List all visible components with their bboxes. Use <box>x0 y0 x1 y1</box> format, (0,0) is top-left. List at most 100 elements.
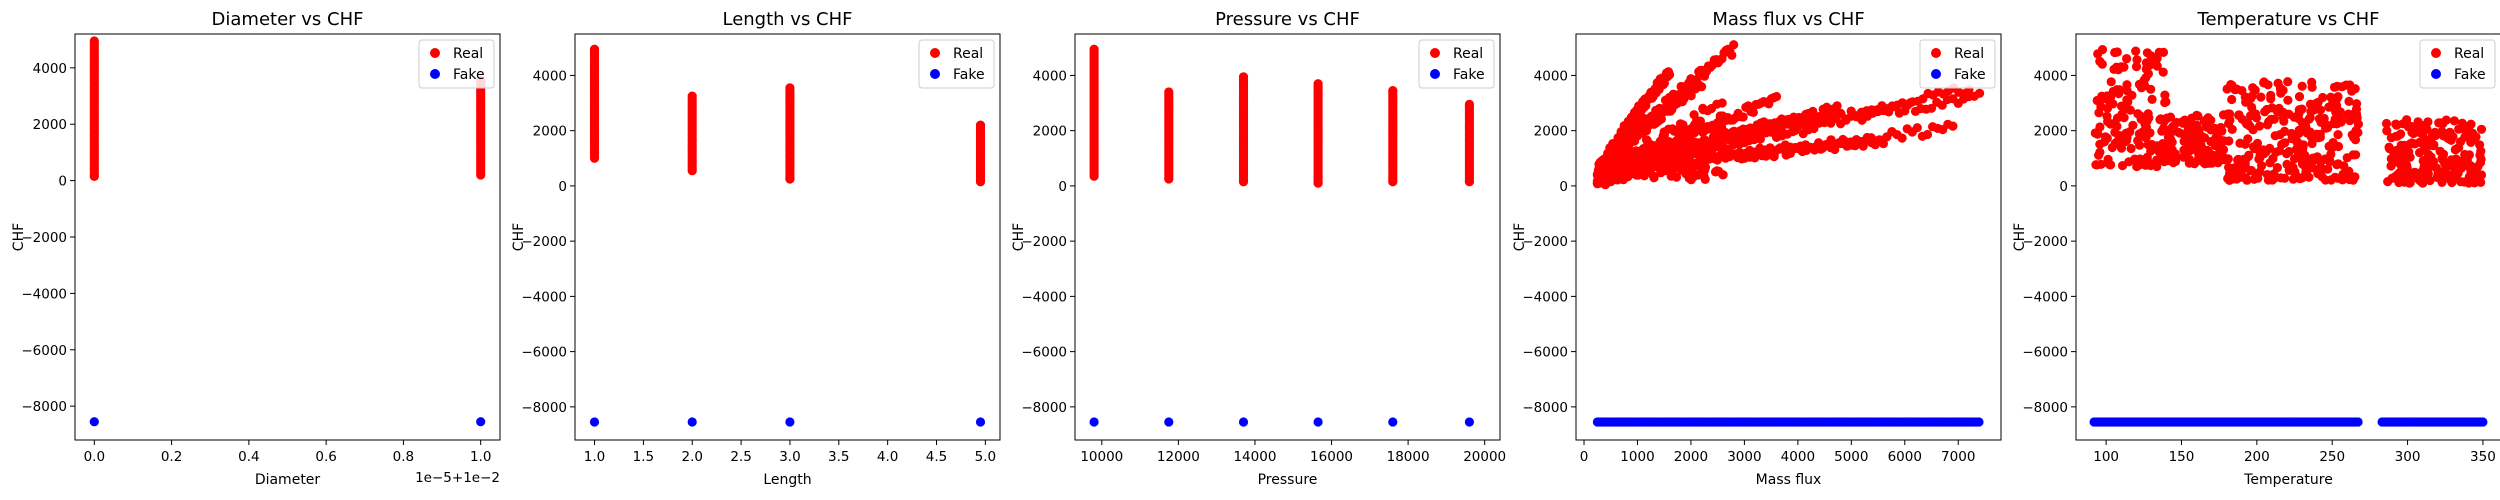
data-point <box>2313 97 2323 107</box>
data-point <box>1897 133 1907 143</box>
x-tick-label: 0.6 <box>315 449 336 465</box>
data-point <box>2399 161 2409 171</box>
data-point <box>2326 92 2336 102</box>
data-point <box>2429 140 2439 150</box>
data-point <box>2122 54 2132 64</box>
y-axis-label: CHF <box>1512 223 1528 251</box>
chart-title: Mass flux vs CHF <box>1712 9 1864 30</box>
data-point <box>2122 95 2132 105</box>
data-point <box>1652 158 1662 168</box>
data-point <box>2344 166 2354 176</box>
data-point <box>2425 175 2435 186</box>
data-point <box>1628 168 1638 178</box>
data-point <box>2284 109 2294 119</box>
data-point <box>1677 162 1687 172</box>
data-point <box>2350 172 2360 182</box>
data-point <box>2352 99 2362 109</box>
data-point <box>1710 167 1721 177</box>
x-tick-label: 150 <box>2169 449 2195 465</box>
x-axis: 1.0 1.5 2.0 2.5 3.0 3.5 4.0 4.5 5.0 <box>584 440 996 465</box>
data-point <box>2110 47 2120 58</box>
series-fake <box>589 417 986 427</box>
data-point <box>1388 417 1398 427</box>
data-point <box>2279 116 2289 126</box>
axes-frame <box>2075 33 2500 441</box>
data-point <box>2280 138 2290 148</box>
x-tick-label: 350 <box>2470 449 2496 465</box>
x-tick-label: 5000 <box>1834 449 1868 465</box>
data-point <box>2267 175 2278 185</box>
data-point <box>1866 133 1876 143</box>
data-point <box>2305 127 2315 137</box>
data-point <box>2144 113 2154 123</box>
data-point <box>2394 171 2404 181</box>
data-point <box>1710 141 1720 151</box>
data-point <box>1665 70 1675 80</box>
legend-marker-fake <box>1430 69 1440 79</box>
data-point <box>1656 114 1666 124</box>
data-point <box>1681 169 1691 179</box>
data-point <box>1841 114 1851 124</box>
data-point <box>1974 417 1984 427</box>
data-point <box>1665 163 1676 173</box>
data-point <box>1687 123 1697 133</box>
y-tick-label: −8000 <box>1021 400 1067 416</box>
data-point <box>2131 46 2141 56</box>
data-point <box>2135 140 2145 150</box>
data-point <box>2448 132 2458 142</box>
data-point <box>2437 155 2448 165</box>
data-point <box>1164 417 1174 427</box>
x-axis: 0.0 0.2 0.4 0.6 0.8 1.0 <box>84 440 491 465</box>
data-point <box>785 417 795 427</box>
data-point <box>1686 136 1696 146</box>
data-point <box>1780 129 1790 139</box>
data-point <box>2330 114 2340 124</box>
data-point <box>2146 160 2156 171</box>
data-point <box>2427 131 2437 141</box>
legend-label: Real <box>453 46 483 62</box>
data-point <box>1698 103 1708 113</box>
data-point <box>2276 85 2286 95</box>
y-tick-label: −2000 <box>1522 234 1568 250</box>
data-point <box>1648 171 1659 181</box>
y-tick-label: 2000 <box>1534 124 1568 140</box>
legend: Real Fake <box>1919 39 1996 89</box>
data-point <box>2383 177 2393 187</box>
data-point <box>2332 101 2342 111</box>
data-point <box>2095 139 2105 149</box>
data-point <box>2145 128 2155 138</box>
legend-marker-real <box>2431 48 2441 58</box>
data-point <box>2210 154 2221 164</box>
legend-label: Fake <box>2454 67 2486 83</box>
x-tick-label: 6000 <box>1888 449 1922 465</box>
data-point <box>1689 110 1699 120</box>
y-tick-label: −4000 <box>2022 289 2068 305</box>
data-point <box>2157 126 2167 136</box>
data-point <box>2351 150 2361 160</box>
data-point <box>2095 56 2105 66</box>
data-point <box>2476 177 2486 187</box>
series-real <box>589 44 986 187</box>
x-tick-label: 250 <box>2319 449 2345 465</box>
data-point <box>2153 155 2163 165</box>
legend-label: Real <box>2454 46 2484 62</box>
y-tick-label: −8000 <box>21 399 67 415</box>
data-point <box>1639 171 1649 181</box>
data-point <box>2382 126 2392 136</box>
data-point <box>2136 114 2146 124</box>
x-axis: 0 1000 2000 3000 4000 5000 6000 7000 <box>1580 440 1975 465</box>
y-axis-label: CHF <box>11 223 27 251</box>
data-point <box>2232 84 2242 94</box>
x-axis-label: Mass flux <box>1756 472 1822 488</box>
data-point <box>2235 138 2245 148</box>
data-point <box>1089 171 1099 181</box>
data-point <box>1926 103 1937 113</box>
data-point <box>2092 160 2102 170</box>
data-point <box>2224 136 2234 146</box>
x-tick-label: 20000 <box>1463 449 1506 465</box>
chart-title: Diameter vs CHF <box>212 9 364 30</box>
x-tick-label: 7000 <box>1941 449 1975 465</box>
data-point <box>2093 128 2103 138</box>
